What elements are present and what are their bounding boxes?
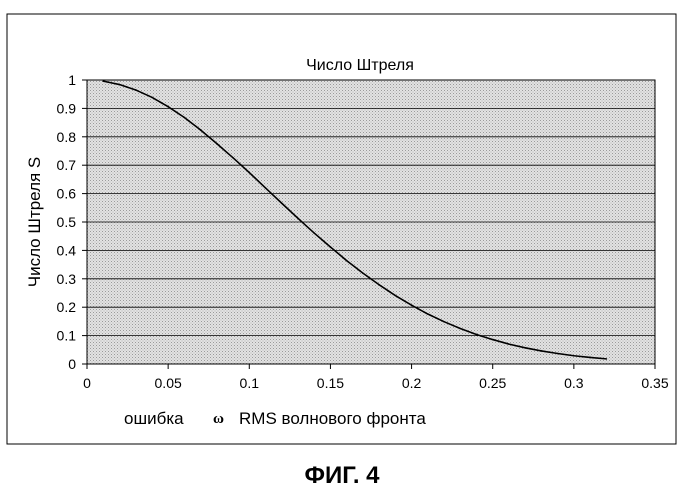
data-point xyxy=(459,328,461,330)
y-tick-label: 0 xyxy=(68,356,76,372)
data-point xyxy=(492,339,494,341)
data-point xyxy=(476,334,478,336)
y-tick-label: 0.6 xyxy=(57,186,77,202)
data-point xyxy=(589,357,591,359)
x-tick-label: 0.2 xyxy=(402,375,422,391)
x-tick-label: 0.05 xyxy=(155,375,182,391)
data-point xyxy=(297,218,299,220)
y-tick-label: 0.5 xyxy=(57,214,77,230)
data-point xyxy=(573,355,575,357)
data-point xyxy=(281,202,283,204)
data-point xyxy=(443,321,445,323)
data-point xyxy=(557,353,559,355)
x-tick-label: 0 xyxy=(83,375,91,391)
data-point xyxy=(427,313,429,315)
y-tick-label: 0.8 xyxy=(57,129,77,145)
data-point xyxy=(508,343,510,345)
data-point xyxy=(265,187,267,189)
y-tick-label: 0.2 xyxy=(57,299,77,315)
data-point xyxy=(248,172,250,174)
x-axis-label-symbol: ω xyxy=(213,411,224,427)
y-tick-label: 1 xyxy=(68,72,76,88)
chart-title: Число Штреля xyxy=(306,57,414,74)
data-point xyxy=(135,89,137,91)
data-point xyxy=(184,117,186,119)
data-point xyxy=(411,304,413,306)
data-point xyxy=(102,80,104,82)
y-tick-label: 0.7 xyxy=(57,157,77,173)
data-point xyxy=(346,260,348,262)
x-tick-label: 0.25 xyxy=(479,375,506,391)
figure-caption: ФИГ. 4 xyxy=(0,462,684,490)
x-tick-label: 0.15 xyxy=(317,375,344,391)
x-tick-label: 0.1 xyxy=(240,375,260,391)
y-axis-label: Число Штреля S xyxy=(25,157,44,288)
x-tick-label: 0.35 xyxy=(641,375,668,391)
data-point xyxy=(395,295,397,297)
x-axis-label-suffix: RMS волнового фронта xyxy=(239,409,426,428)
y-tick-label: 0.1 xyxy=(57,328,77,344)
data-point xyxy=(216,143,218,145)
data-point xyxy=(200,129,202,131)
data-point xyxy=(167,106,169,108)
x-axis-label-prefix: ошибка xyxy=(124,409,184,428)
y-tick-label: 0.4 xyxy=(57,242,77,258)
data-point xyxy=(541,350,543,352)
y-tick-label: 0.9 xyxy=(57,100,77,116)
data-point xyxy=(232,157,234,159)
data-point xyxy=(151,97,153,99)
data-point xyxy=(119,84,121,86)
data-point xyxy=(313,232,315,234)
data-point xyxy=(378,284,380,286)
y-tick-label: 0.3 xyxy=(57,271,77,287)
data-point xyxy=(524,347,526,349)
x-tick-label: 0.3 xyxy=(564,375,584,391)
data-point xyxy=(362,272,364,274)
data-point xyxy=(330,246,332,248)
data-point xyxy=(606,358,608,360)
